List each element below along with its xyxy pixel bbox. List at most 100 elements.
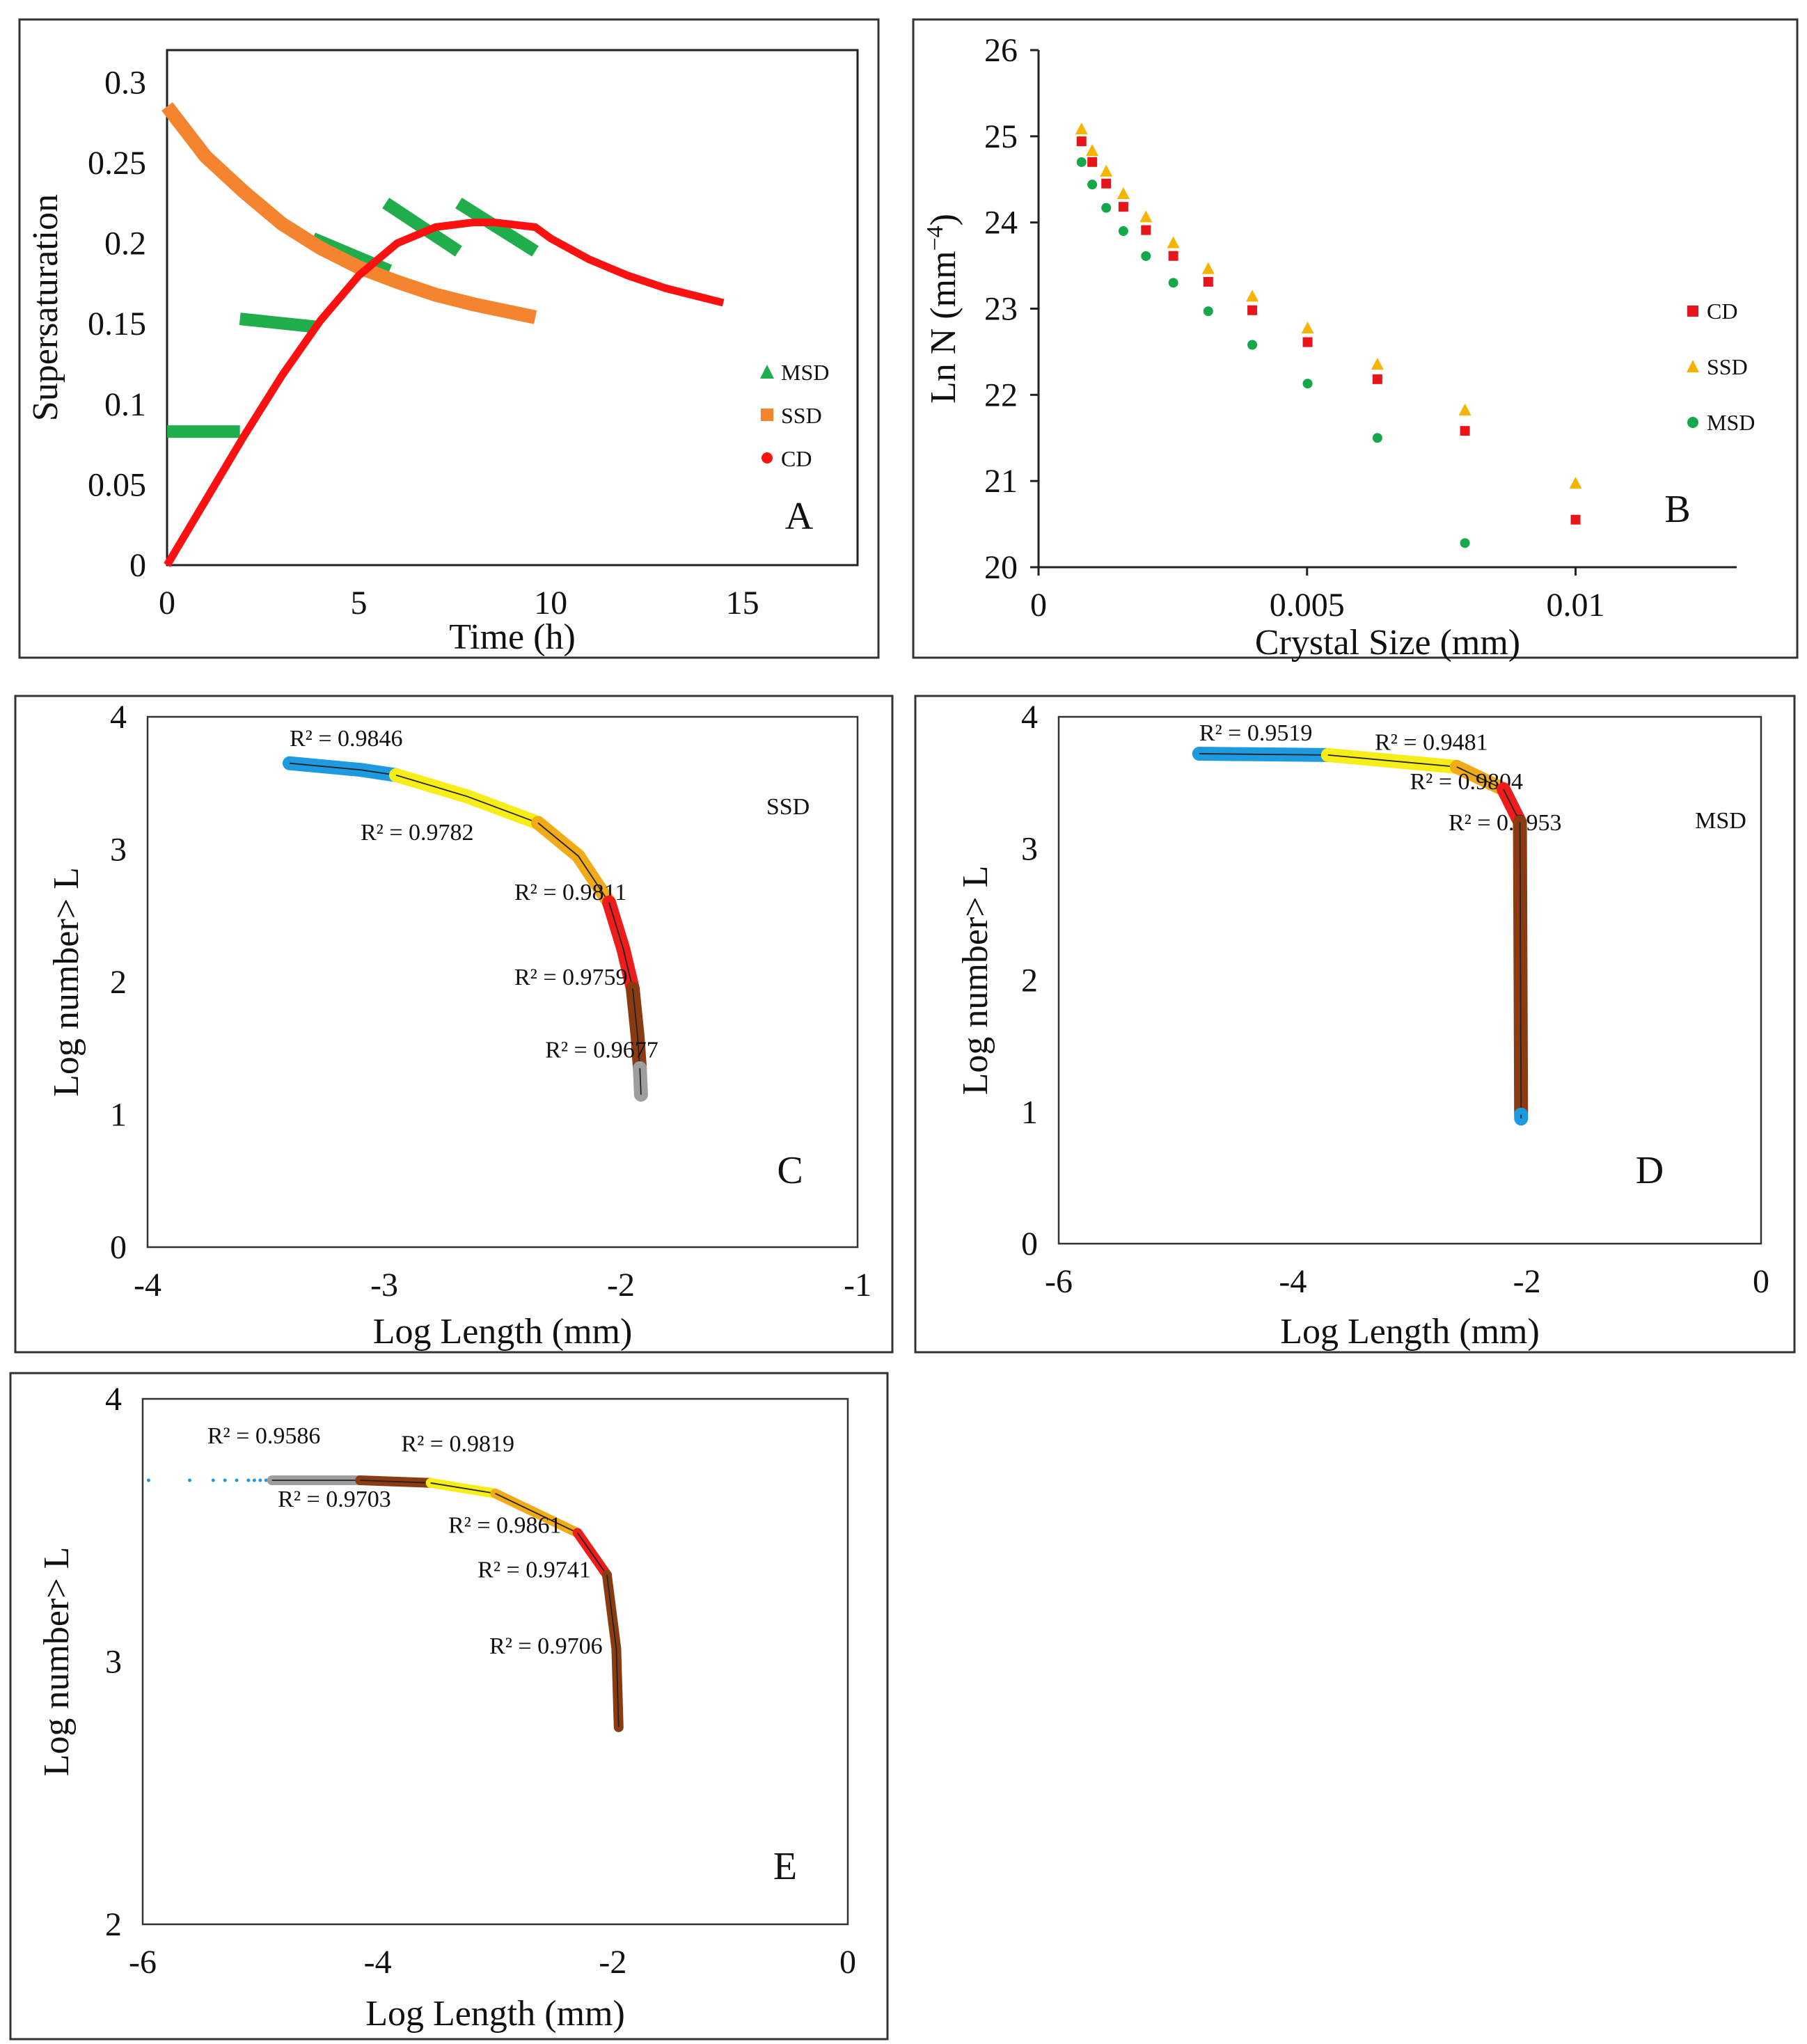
trendline — [608, 902, 633, 989]
panel-frame — [18, 18, 880, 659]
fit-segment-5 — [1513, 815, 1529, 1122]
trendline — [430, 1482, 496, 1494]
cd-point — [1101, 178, 1112, 189]
msd-point — [1141, 251, 1151, 261]
fit-segment-4: R² = 0.9759 — [514, 895, 640, 996]
dotted-point — [246, 1478, 251, 1482]
msd-point — [1087, 180, 1098, 190]
dotted-point — [223, 1478, 227, 1482]
r2-label: R² = 0.9846 — [290, 726, 403, 752]
x-tick-label: -2 — [1513, 1263, 1541, 1300]
ssd-point — [1139, 210, 1153, 223]
y-axis-title: Log number> L — [37, 1547, 77, 1777]
cd-point — [1087, 157, 1098, 167]
dotted-point — [146, 1478, 150, 1482]
trendline — [1327, 754, 1457, 768]
trendline — [1199, 753, 1328, 756]
y-tick-label: 25 — [984, 118, 1018, 155]
fit-segment-1: R² = 0.9586 — [207, 1423, 365, 1486]
trendline — [495, 1493, 578, 1534]
cd-point — [1076, 136, 1087, 147]
fit-segment-3: R² = 0.9804 — [1410, 759, 1523, 797]
legend-label: CD — [1707, 299, 1737, 324]
series-cd — [1076, 136, 1581, 525]
plot-area — [166, 49, 859, 567]
x-axis-title: Crystal Size (mm) — [1255, 623, 1520, 663]
msd-segment — [455, 198, 539, 257]
trendline — [639, 1068, 642, 1095]
r2-label: R² = 0.9703 — [278, 1487, 391, 1512]
y-axis-title-text: Ln N (mm — [924, 251, 963, 404]
plot-area — [146, 715, 859, 1249]
series-msd — [167, 198, 539, 438]
legend-marker-msd — [760, 365, 774, 379]
fit-segment-2: R² = 0.9481 — [1320, 729, 1488, 774]
legend-marker-cd — [762, 452, 773, 464]
y-tick-label: 2 — [105, 1906, 122, 1943]
msd-segment — [382, 198, 462, 257]
plot-area — [141, 1397, 849, 1926]
panel-e: -6 -4 -2 0 2 3 4 Log Length (mm) Log number> L E R… — [9, 1372, 889, 2041]
msd-point — [1460, 538, 1470, 548]
y-axis-title: Log number> L — [956, 866, 995, 1095]
x-tick-label: 5 — [351, 585, 368, 621]
y-tick-label: 0 — [1021, 1226, 1038, 1262]
y-tick-label: 0.25 — [88, 145, 146, 182]
x-axis-title: Log Length (mm) — [365, 1994, 625, 2034]
y-tick-label: 26 — [984, 32, 1018, 69]
y-tick-label: 0.3 — [104, 64, 146, 101]
segment-band — [389, 768, 545, 830]
x-tick-label: 0 — [839, 1944, 856, 1981]
msd-point — [1101, 203, 1112, 213]
y-tick-label: 3 — [1021, 830, 1038, 867]
ssd-point — [1086, 144, 1099, 157]
y-tick-label: 4 — [105, 1381, 122, 1418]
legend-marker-cd — [1687, 306, 1698, 317]
y-tick-label: 0.05 — [88, 466, 146, 503]
legend-marker-ssd — [1687, 360, 1699, 372]
y-tick-label: 23 — [984, 291, 1018, 328]
legend-marker-ssd — [761, 409, 773, 421]
x-tick-label: 0.01 — [1547, 587, 1605, 624]
r2-label: R² = 0.9677 — [545, 1038, 658, 1063]
panel-a: 0 5 10 15 0 0.05 0.1 0.15 0.2 0.25 0.3 Time (h) Supe… — [18, 18, 880, 659]
legend-marker-msd — [1687, 417, 1698, 428]
x-tick-label: 15 — [726, 585, 759, 621]
y-tick-label: 0 — [129, 547, 146, 584]
y-tick-label: 4 — [110, 699, 127, 736]
legend-label: MSD — [781, 360, 829, 385]
legend-label: SSD — [1707, 354, 1748, 379]
panel-frame — [14, 695, 894, 1354]
series-cd — [164, 218, 725, 567]
y-axis-title: Log number> L — [47, 867, 86, 1097]
r2-label: R² = 0.9861 — [448, 1513, 562, 1539]
y-axis-title-close: ) — [924, 214, 963, 225]
series-msd — [1076, 157, 1470, 548]
r2-label: R² = 0.9782 — [361, 820, 474, 846]
y-axis-title: Supersaturation — [26, 194, 65, 421]
ssd-point — [1458, 403, 1471, 415]
fit-segment-1: R² = 0.9846 — [283, 726, 403, 782]
dotted-point — [235, 1478, 239, 1482]
cd-point — [1141, 225, 1151, 235]
trendline — [606, 1574, 620, 1727]
y-tick-label: 21 — [984, 463, 1018, 500]
fit-segment-2: R² = 0.9703 — [278, 1475, 436, 1512]
x-tick-label: 0 — [1753, 1263, 1769, 1300]
trendline — [1456, 766, 1504, 790]
x-tick-label: -4 — [364, 1944, 392, 1981]
msd-point — [1372, 433, 1382, 443]
msd-point — [1168, 278, 1178, 288]
cd-point — [1247, 305, 1258, 315]
trendline — [289, 762, 397, 776]
cd-point — [1118, 202, 1128, 212]
y-tick-label: 1 — [1021, 1094, 1038, 1131]
panel-d: -6 -4 -2 0 0 1 2 3 4 Log Length (mm) Log number> L… — [914, 695, 1796, 1354]
plot-area — [1057, 715, 1762, 1245]
msd-point — [1076, 157, 1087, 167]
msd-point — [1302, 379, 1313, 389]
legend-label: MSD — [1707, 410, 1755, 435]
panel-label: E — [773, 1845, 797, 1888]
r2-label: R² = 0.9519 — [1199, 720, 1313, 746]
cd-point — [1460, 426, 1470, 436]
